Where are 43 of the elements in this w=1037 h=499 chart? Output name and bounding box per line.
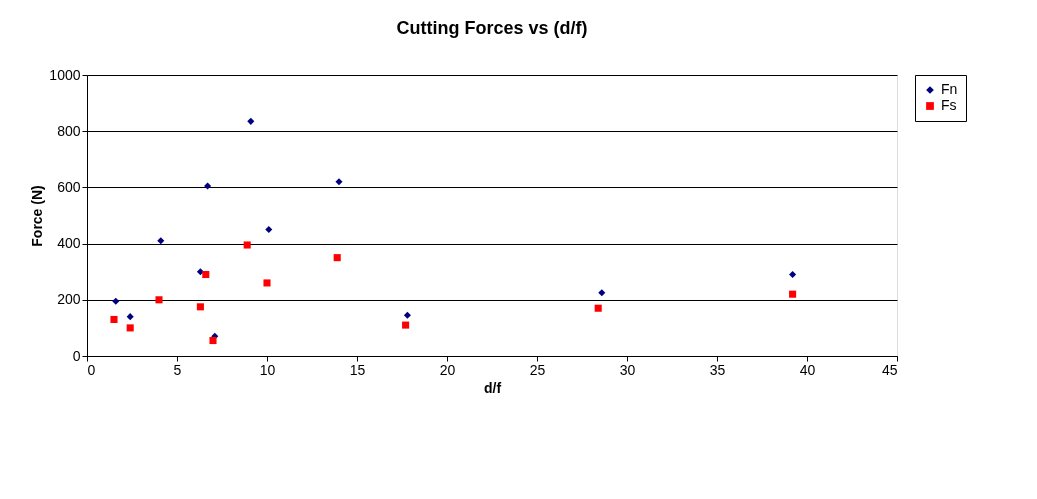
legend-label: Fn [941, 81, 958, 97]
point [335, 178, 343, 186]
x-tick-label: 10 [259, 361, 276, 378]
x-tick-label: 20 [439, 361, 456, 378]
x-tick-label: 30 [619, 361, 636, 378]
y-axis-title: Force (N) [29, 185, 46, 247]
x-tick-label: 35 [709, 361, 726, 378]
point [126, 324, 134, 332]
point [112, 297, 120, 305]
point [204, 182, 212, 190]
y-tick-label: 1000 [49, 66, 81, 83]
point [333, 254, 341, 262]
point [202, 270, 210, 279]
point [789, 290, 797, 298]
point [265, 226, 273, 234]
y-tick-label: 200 [57, 291, 81, 308]
y-tick-label: 0 [72, 347, 81, 364]
point [196, 303, 204, 311]
point [126, 313, 134, 321]
point [402, 321, 410, 329]
point [155, 296, 163, 304]
legend-label: Fs [941, 97, 957, 113]
x-axis-title: d/f [483, 379, 502, 396]
point [403, 311, 411, 319]
x-tick-label: 15 [349, 361, 366, 378]
point [243, 241, 251, 249]
x-tick-label: 5 [173, 361, 182, 378]
y-tick-label: 800 [57, 122, 81, 139]
x-tick-label: 40 [799, 361, 816, 378]
point [598, 289, 606, 297]
x-tick-label: 0 [87, 361, 96, 378]
y-tick-label: 600 [57, 178, 81, 195]
point [263, 279, 271, 287]
point [209, 337, 217, 345]
point [110, 315, 118, 324]
point [594, 304, 602, 312]
y-tick-label: 400 [57, 235, 81, 252]
x-tick-label: 45 [881, 361, 898, 378]
chart-title: Cutting Forces vs (d/f) [396, 18, 588, 38]
x-tick-label: 25 [529, 361, 546, 378]
point [157, 237, 165, 245]
point [789, 270, 797, 279]
point [247, 117, 255, 125]
